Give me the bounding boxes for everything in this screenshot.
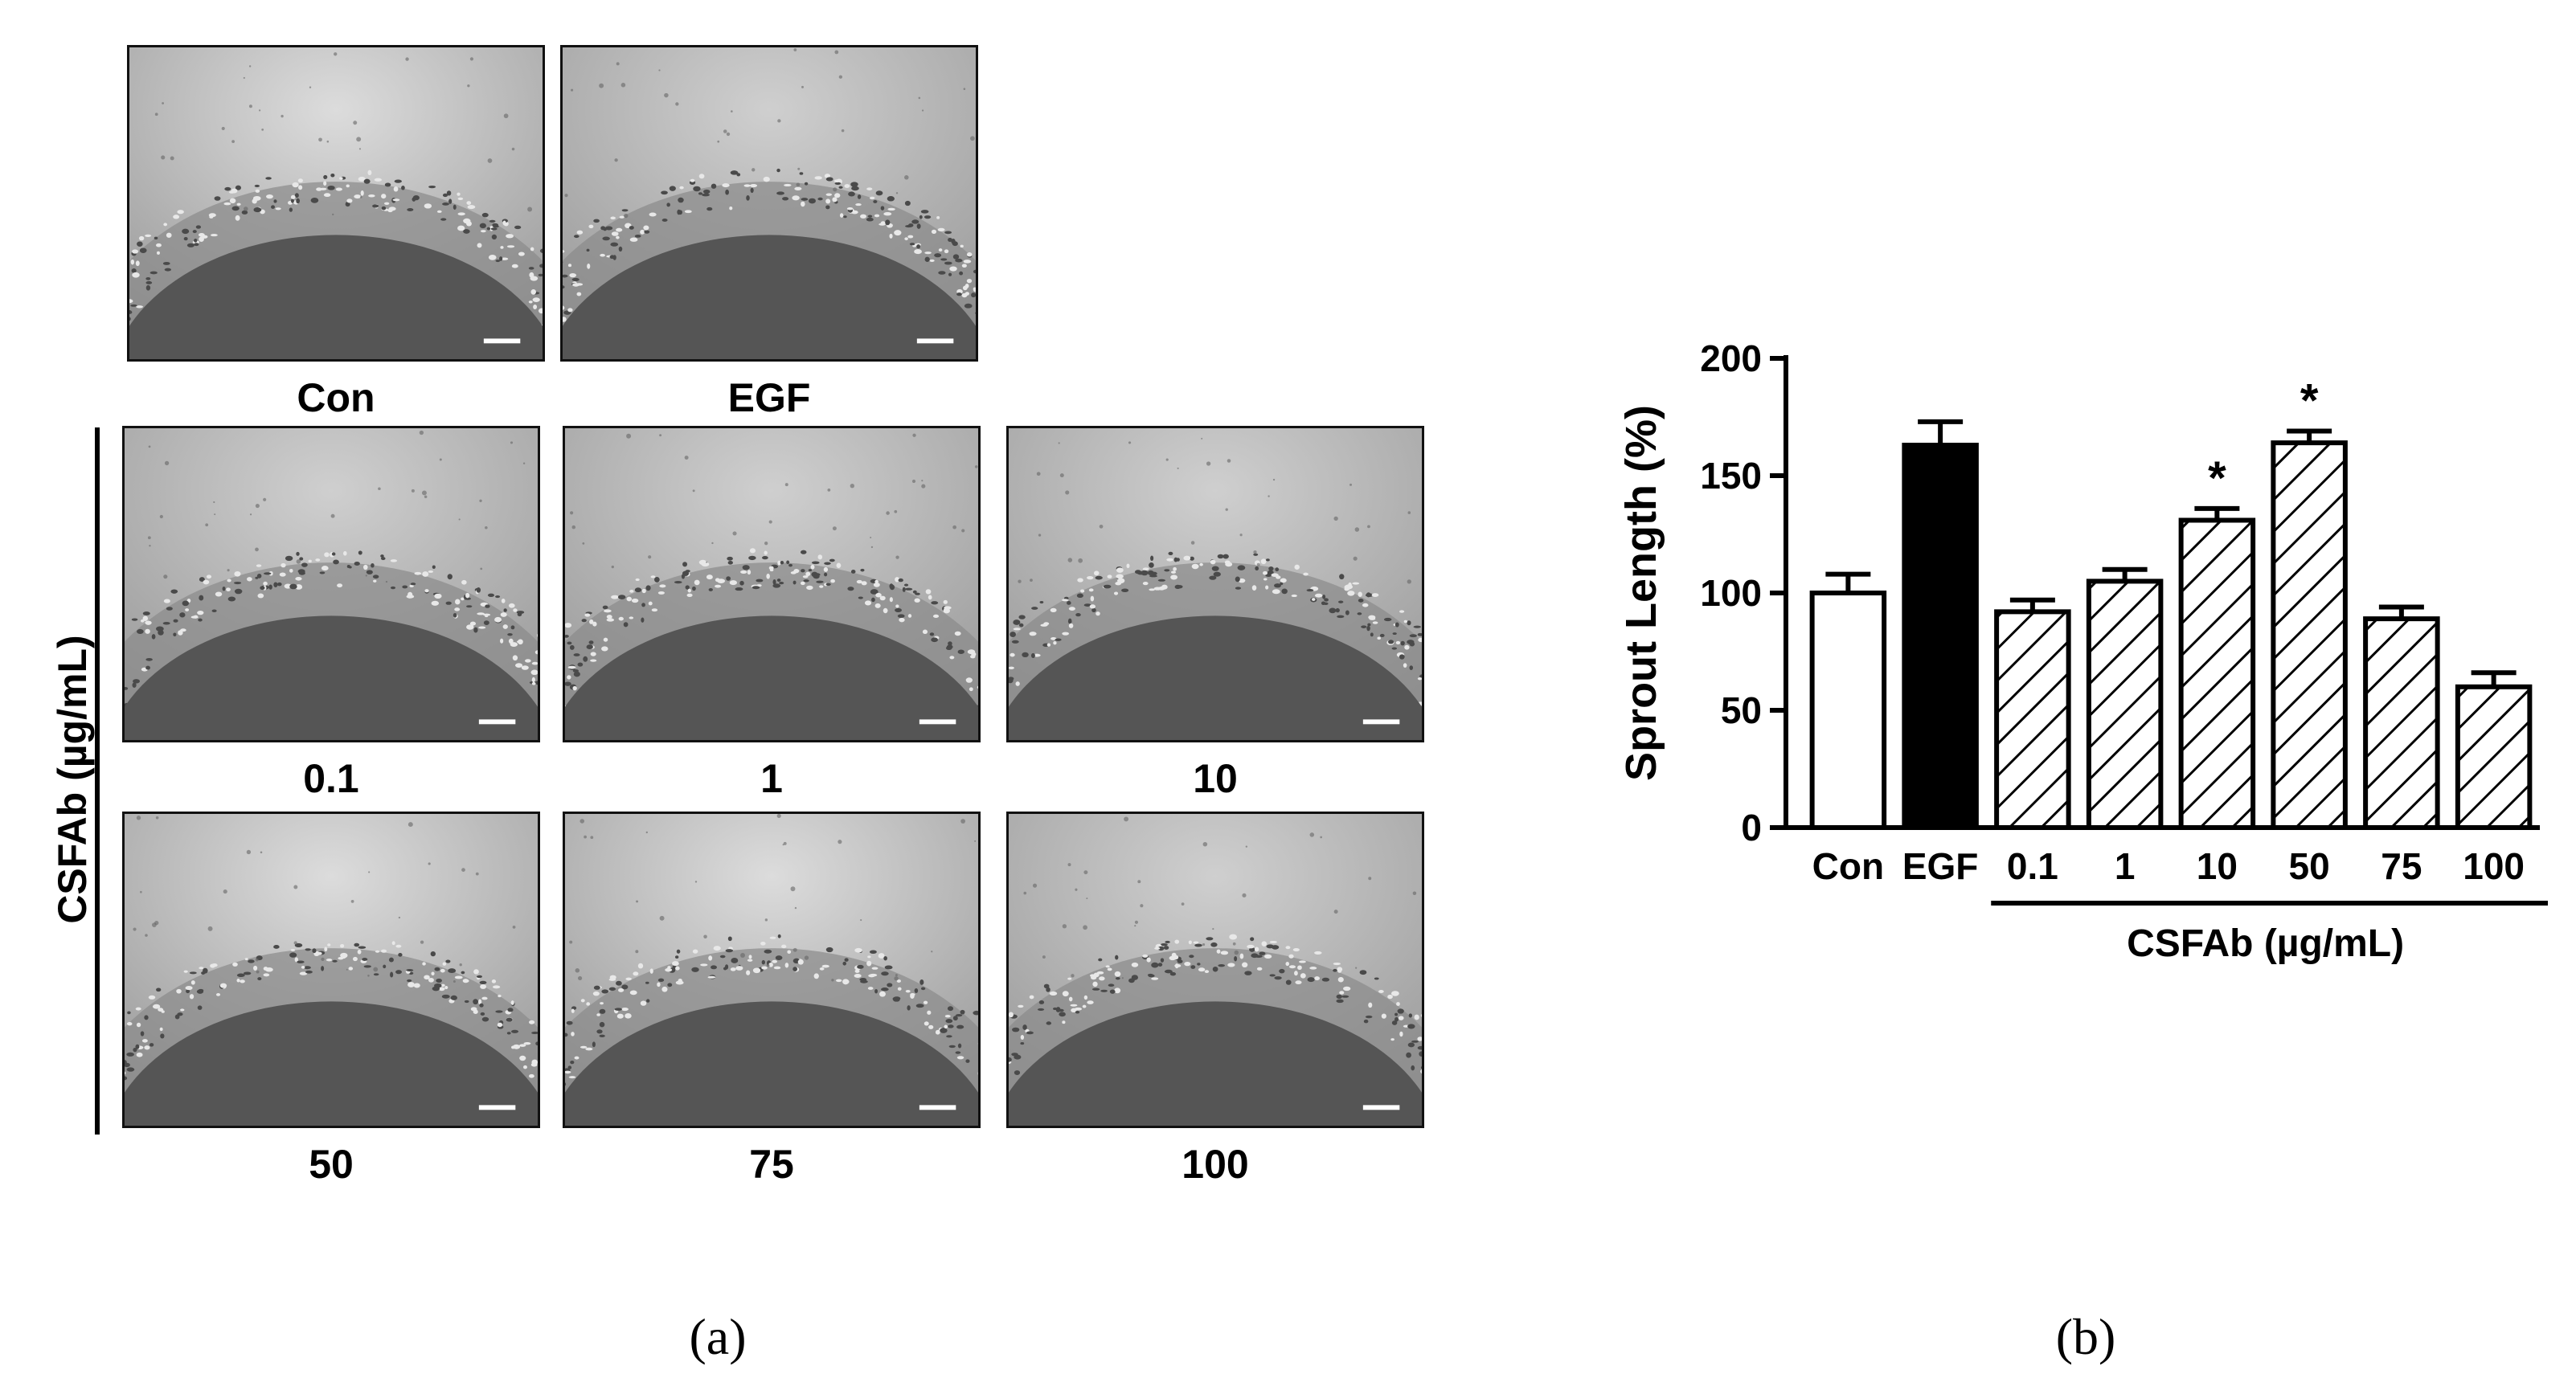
bar: [2271, 440, 2348, 830]
microscopy-image: [1006, 812, 1424, 1128]
y-tick-label: 200: [1700, 337, 1762, 379]
group-label: CSFAb (µg/mL): [50, 635, 95, 924]
image-label: 0.1: [303, 756, 359, 801]
bar: [1902, 443, 1979, 830]
x-tick-label: 75: [2381, 845, 2422, 887]
image-label: 1: [760, 756, 783, 801]
y-tick-label: 0: [1741, 807, 1762, 848]
scale-bar: [919, 719, 956, 725]
scale-bar: [1362, 1105, 1400, 1110]
y-tick-label: 50: [1721, 689, 1762, 731]
image-label: Con: [297, 375, 375, 420]
x-tick-label: 1: [2115, 845, 2136, 887]
microscopy-image: [127, 45, 545, 362]
microscopy-image: [563, 426, 981, 742]
y-tick-label: 100: [1700, 572, 1762, 614]
image-label: EGF: [727, 375, 811, 420]
x-tick-label: 100: [2463, 845, 2525, 887]
x-tick-label: 0.1: [2007, 845, 2058, 887]
bar: [2178, 517, 2256, 830]
group-label: CSFAb (µg/mL): [2127, 922, 2404, 965]
microscopy-image: [1006, 426, 1424, 742]
scale-bar: [1362, 719, 1400, 725]
y-tick-label: 150: [1700, 455, 1762, 497]
caption-a: (a): [689, 1308, 747, 1365]
microscopy-image: [560, 45, 978, 362]
scale-bar: [478, 719, 516, 725]
bar: [2086, 579, 2164, 830]
y-axis-label: Sprout Length (%): [1617, 405, 1665, 781]
image-label: 10: [1193, 756, 1238, 801]
bar: [2363, 616, 2440, 830]
x-tick-label: Con: [1812, 845, 1884, 887]
scale-bar: [483, 338, 521, 344]
image-label: 75: [749, 1142, 794, 1187]
microscopy-image: [122, 812, 540, 1128]
bar: [2455, 684, 2533, 830]
significance-mark: *: [2300, 375, 2319, 427]
image-label: 50: [309, 1142, 354, 1187]
microscopy-image: [122, 426, 540, 742]
scale-bar: [919, 1105, 956, 1110]
significance-mark: *: [2208, 452, 2226, 505]
bar: [1809, 591, 1887, 830]
x-tick-label: EGF: [1902, 845, 1979, 887]
microscopy-image: [563, 812, 981, 1128]
image-label: 100: [1182, 1142, 1249, 1187]
sprout-length-chart: 0 50 100 150 200 Sprout Length (%) Con EGF 0.1 1 1…: [1617, 337, 2548, 965]
caption-b: (b): [2055, 1308, 2116, 1365]
x-tick-label: 10: [2197, 845, 2238, 887]
group-bracket-line: [95, 427, 100, 1135]
scale-bar: [478, 1105, 516, 1110]
x-tick-label: 50: [2289, 845, 2330, 887]
scale-bar: [916, 338, 954, 344]
bar: [1994, 609, 2071, 830]
